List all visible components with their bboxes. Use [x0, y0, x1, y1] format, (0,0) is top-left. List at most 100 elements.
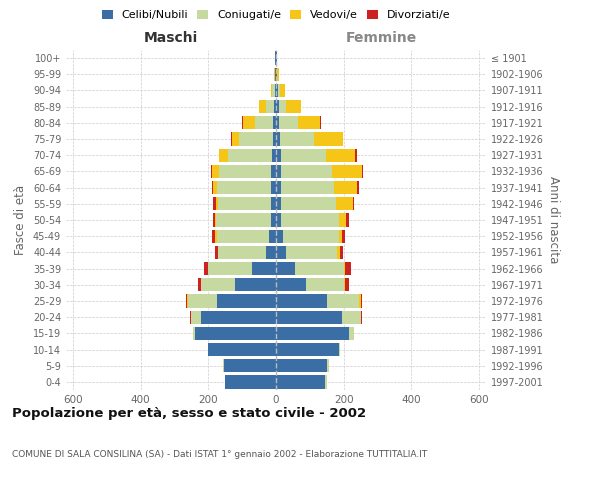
Bar [271, 214, 276, 226]
Bar [271, 197, 276, 210]
Bar [272, 132, 276, 145]
Bar [217, 230, 269, 243]
Bar [274, 100, 276, 114]
Bar [278, 84, 280, 97]
Bar [187, 294, 188, 308]
Bar [242, 116, 243, 130]
Bar [342, 310, 361, 324]
Bar [276, 310, 342, 324]
Bar [213, 197, 217, 210]
Bar [344, 278, 346, 291]
Bar [223, 359, 276, 372]
Bar [217, 197, 218, 210]
Bar [337, 246, 340, 259]
Bar [193, 326, 195, 340]
Bar [271, 84, 272, 97]
Bar [314, 132, 343, 145]
Bar [355, 148, 357, 162]
Bar [361, 294, 362, 308]
Bar [254, 116, 273, 130]
Bar [276, 116, 280, 130]
Bar [215, 214, 217, 226]
Bar [283, 230, 338, 243]
Y-axis label: Fasce di età: Fasce di età [14, 185, 27, 255]
Bar [219, 165, 271, 178]
Bar [218, 246, 266, 259]
Bar [266, 100, 274, 114]
Bar [327, 359, 329, 372]
Bar [239, 132, 272, 145]
Bar [327, 294, 359, 308]
Bar [280, 116, 298, 130]
Bar [277, 68, 279, 81]
Bar [275, 68, 276, 81]
Bar [202, 278, 235, 291]
Bar [215, 246, 218, 259]
Bar [276, 214, 281, 226]
Bar [276, 52, 277, 64]
Text: COMUNE DI SALA CONSILINA (SA) - Dati ISTAT 1° gennaio 2002 - Elaborazione TUTTIT: COMUNE DI SALA CONSILINA (SA) - Dati IST… [12, 450, 427, 459]
Text: Femmine: Femmine [346, 31, 416, 45]
Bar [271, 181, 276, 194]
Bar [252, 262, 276, 275]
Bar [307, 278, 344, 291]
Bar [361, 310, 362, 324]
Bar [273, 116, 276, 130]
Bar [320, 116, 321, 130]
Text: Popolazione per età, sesso e stato civile - 2002: Popolazione per età, sesso e stato civil… [12, 408, 366, 420]
Legend: Celibi/Nubili, Coniugati/e, Vedovi/e, Divorziati/e: Celibi/Nubili, Coniugati/e, Vedovi/e, Di… [97, 6, 455, 25]
Bar [286, 246, 337, 259]
Bar [276, 84, 278, 97]
Bar [217, 214, 271, 226]
Bar [215, 230, 217, 243]
Bar [276, 100, 280, 114]
Bar [274, 68, 275, 81]
Bar [219, 148, 220, 162]
Bar [326, 148, 355, 162]
Bar [342, 230, 346, 243]
Bar [269, 230, 276, 243]
Bar [280, 84, 286, 97]
Bar [231, 132, 232, 145]
Bar [272, 148, 276, 162]
Bar [235, 278, 276, 291]
Bar [208, 262, 252, 275]
Bar [357, 181, 359, 194]
Bar [280, 100, 286, 114]
Bar [185, 294, 187, 308]
Bar [212, 230, 215, 243]
Bar [190, 310, 191, 324]
Bar [286, 100, 301, 114]
Bar [344, 262, 346, 275]
Bar [202, 310, 276, 324]
Bar [276, 343, 338, 356]
Bar [188, 294, 217, 308]
Bar [232, 132, 239, 145]
Bar [204, 262, 208, 275]
Bar [275, 52, 276, 64]
Bar [272, 84, 275, 97]
Bar [338, 343, 340, 356]
Bar [276, 165, 281, 178]
Bar [362, 165, 363, 178]
Bar [281, 214, 339, 226]
Bar [335, 197, 353, 210]
Bar [243, 116, 254, 130]
Bar [276, 294, 327, 308]
Bar [214, 181, 217, 194]
Bar [281, 197, 335, 210]
Bar [275, 84, 276, 97]
Bar [224, 376, 225, 388]
Bar [346, 262, 350, 275]
Bar [266, 246, 276, 259]
Bar [212, 165, 219, 178]
Bar [228, 148, 272, 162]
Bar [332, 165, 362, 178]
Text: Maschi: Maschi [144, 31, 198, 45]
Bar [276, 326, 349, 340]
Bar [212, 181, 214, 194]
Bar [346, 214, 349, 226]
Bar [281, 181, 334, 194]
Bar [213, 214, 215, 226]
Bar [281, 165, 332, 178]
